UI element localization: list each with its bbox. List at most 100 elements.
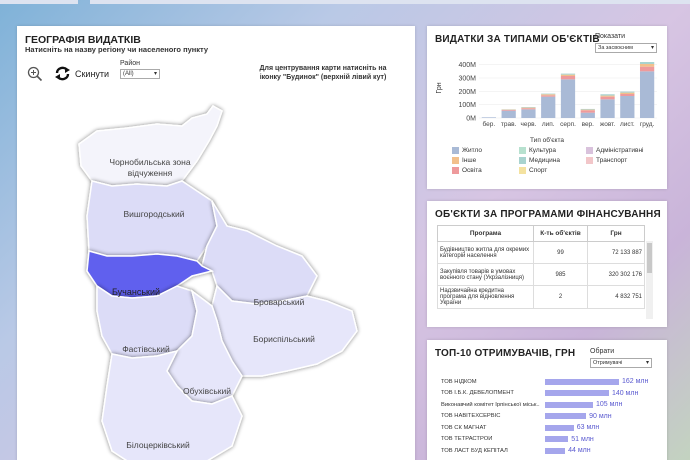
legend-item[interactable]: Медицина [519,157,586,164]
reset-label: Скинути [75,68,110,79]
legend-item[interactable]: Транспорт [586,157,657,164]
legend-item[interactable]: Інше [452,157,519,164]
legend-item[interactable]: Житло [452,147,519,154]
legend-label: Медицина [529,157,560,164]
x-tick-label: вер. [582,121,595,128]
y-axis-label: Грн [436,82,443,93]
bar-segment [580,109,595,111]
x-tick-label: трав. [501,121,517,128]
recipient-bar [545,390,609,397]
x-tick-label: жовт. [600,121,616,128]
bar-segment [600,95,615,97]
recipient-value: 44 млн [568,447,591,455]
programs-header-name[interactable]: Програма [437,225,534,242]
bar-segment [560,73,576,75]
legend-swatch [452,167,459,174]
legend-title: Тип об'єкта [530,137,564,144]
recipient-bar [545,413,587,420]
list-item[interactable]: ТОВ НІДКОМ 162 млн [441,376,661,388]
legend-label: Адміністративні [596,147,644,154]
program-amount: 72 133 887 [587,241,645,264]
bar-segment [620,91,635,93]
legend-swatch [586,157,593,164]
bar-segment [580,112,595,118]
bar-segment [580,110,595,113]
legend-swatch [519,167,526,174]
y-tick-label: 300M [458,76,476,83]
legend-swatch [519,147,526,154]
table-row[interactable]: Будівництво житла для окремих категорій … [437,241,645,264]
region-vyshhorod[interactable] [86,180,218,262]
programs-scrollbar[interactable] [646,241,653,319]
bar-segment [541,95,556,97]
x-tick-label: бер. [483,120,496,128]
x-tick-label: серп. [560,121,576,128]
y-tick-label: 200M [458,89,476,96]
recipient-bar [545,436,569,443]
bar-segment [560,76,576,80]
bar-segment [600,96,615,100]
show-label: Показати [595,33,626,40]
legend-label: Спорт [529,167,548,174]
list-item[interactable]: ТОВ СК МАГНАТ 63 млн [441,422,661,434]
programs-header-amount[interactable]: Грн [587,225,645,242]
bar-segment [620,96,635,118]
bar-segment [521,107,536,109]
region-label-boryspil: Бориспільський [253,334,315,344]
bar-segment [521,107,536,108]
region-label-chornobyl-1: Чорнобильська зона [109,157,190,167]
bar-segment [521,109,536,118]
legend-swatch [519,157,526,164]
recipient-bar [545,447,566,454]
bar-segment [639,66,655,72]
region-label-bila-tserkva: Білоцерківський [126,440,190,450]
region-label-obukhiv: Обухівський [183,386,231,396]
legend-item[interactable]: Адміністративні [586,147,657,154]
scrollbar-thumb[interactable] [647,243,652,273]
bar-segment [639,62,655,64]
bar-segment [620,92,635,94]
choose-select[interactable]: Отримувачі [590,358,652,368]
zoom-icon[interactable] [27,66,43,82]
table-row[interactable]: Закупівля товарів в умовах воєнного стан… [437,263,645,286]
list-item[interactable]: Виконавчий комітет Ірпінської міськ.. 105… [441,399,661,411]
recipient-value: 63 млн [576,424,600,432]
legend-item[interactable]: Культура [519,147,586,154]
recipient-name: ТОВ ТЕТРАСТРОЙ [441,436,493,443]
region-bila-tserkva[interactable] [101,349,243,460]
bar-segment [600,99,615,118]
top-strip-right [90,0,690,4]
list-item[interactable]: ТОВ НАВІТЕХСЕРВІС 90 млн [441,411,661,423]
list-item[interactable]: ТОВ І.Б.К. ДЕВЕЛОПМЕНТ 140 млн [441,388,661,400]
program-count: 985 [533,263,588,286]
list-item[interactable]: ТОВ ТЕТРАСТРОЙ 51 млн [441,434,661,446]
y-tick-label: 0M [466,116,476,123]
reset-button[interactable]: Скинути [54,66,109,81]
bar-segment [560,79,576,118]
region-label-brovary: Броварський [254,297,305,307]
program-name: Закупівля товарів в умовах воєнного стан… [437,263,534,286]
recipient-name: Виконавчий комітет Ірпінської міськ.. [441,401,540,408]
table-row[interactable]: Надзвичайна кредитна програма для віднов… [437,285,645,309]
legend-label: Культура [529,147,557,154]
show-select[interactable]: За засвоєним [595,43,657,53]
legend-item[interactable]: Спорт [519,167,586,174]
recipient-bar [545,378,619,385]
legend-label: Транспорт [596,157,628,164]
recipient-bar [545,424,574,431]
recipient-value: 105 млн [595,401,623,409]
program-count: 2 [533,285,588,309]
programs-header-count[interactable]: К-ть об'єктів [533,225,588,242]
x-tick-label: черв. [520,121,536,128]
rayon-select[interactable]: (All) [120,69,160,79]
list-item[interactable]: ТОВ ЛАСТ БУД КЕПІТАЛ 44 млн [441,445,661,457]
recipient-name: ТОВ СК МАГНАТ [441,424,487,431]
y-tick-label: 100M [458,102,476,109]
bar-segment [481,117,497,118]
legend-swatch [452,157,459,164]
programs-table: Програма К-ть об'єктів Грн Будівництво ж… [437,225,645,309]
recipient-name: ТОВ НАВІТЕХСЕРВІС [441,413,501,420]
bar-segment [560,74,576,76]
legend-item[interactable]: Освіта [452,167,519,174]
legend-label: Освіта [462,167,482,174]
